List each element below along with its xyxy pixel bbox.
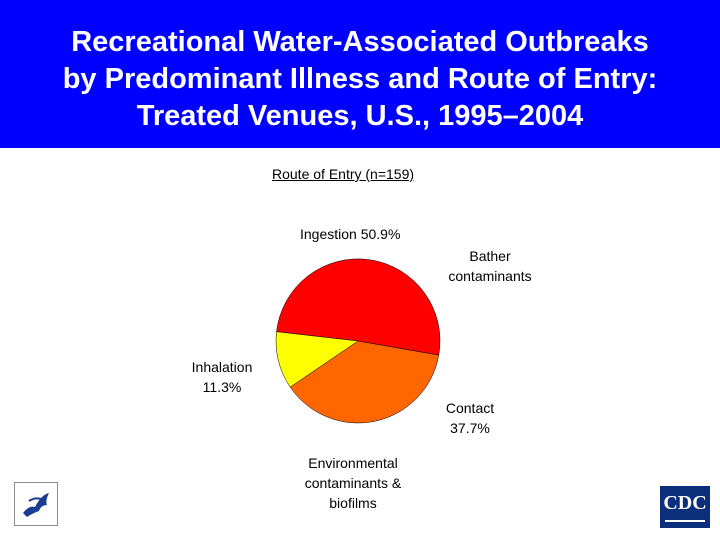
pie-slice-contact <box>289 340 440 424</box>
inhalation-line-2: 11.3% <box>202 379 242 395</box>
environmental-label: Environmental contaminants & biofilms <box>288 453 418 513</box>
cdc-logo-bar <box>665 520 705 522</box>
cdc-logo: CDC <box>660 486 710 528</box>
hhs-eagle-icon <box>23 493 49 517</box>
inhalation-label: Inhalation 11.3% <box>180 357 264 397</box>
chart-title: Route of Entry (n=159) <box>272 166 415 182</box>
pie-chart <box>275 258 441 424</box>
title-line-1: Recreational Water-Associated Outbreaks <box>71 26 649 58</box>
title-line-3: Treated Venues, U.S., 1995–2004 <box>136 100 584 132</box>
pie-slice-inhalation <box>275 331 359 388</box>
title-line-2: by Predominant Illness and Route of Entr… <box>62 63 658 95</box>
cdc-logo-text: CDC <box>663 492 707 514</box>
pie-slice-ingestion <box>276 258 441 356</box>
hhs-logo <box>14 482 58 526</box>
chart-panel: Route of Entry (n=159) Ingestion 50.9% B… <box>0 148 720 540</box>
bather-line-2: contaminants <box>448 268 532 284</box>
bather-contaminants-label: Bather contaminants <box>436 246 544 286</box>
inhalation-line-1: Inhalation <box>191 359 253 375</box>
contact-label: Contact 37.7% <box>430 398 510 438</box>
env-line-1: Environmental <box>308 455 398 471</box>
contact-line-2: 37.7% <box>450 420 490 436</box>
contact-line-1: Contact <box>445 400 495 416</box>
env-line-2: contaminants & <box>304 475 402 491</box>
ingestion-label: Ingestion 50.9% <box>300 226 401 242</box>
env-line-3: biofilms <box>329 495 377 511</box>
slide-title: Recreational Water-Associated Outbreaks … <box>0 24 720 135</box>
bather-line-1: Bather <box>469 248 511 264</box>
